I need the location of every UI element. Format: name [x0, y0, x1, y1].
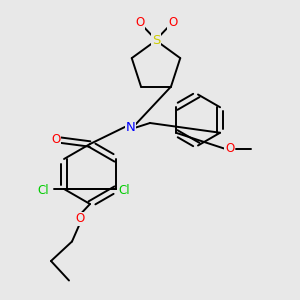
Text: O: O: [135, 16, 144, 29]
Text: O: O: [225, 142, 234, 155]
Text: O: O: [168, 16, 177, 29]
Text: N: N: [126, 121, 135, 134]
Text: Cl: Cl: [38, 184, 49, 197]
Text: O: O: [51, 133, 60, 146]
Text: O: O: [75, 212, 84, 226]
Text: S: S: [152, 34, 160, 47]
Text: Cl: Cl: [118, 184, 130, 197]
